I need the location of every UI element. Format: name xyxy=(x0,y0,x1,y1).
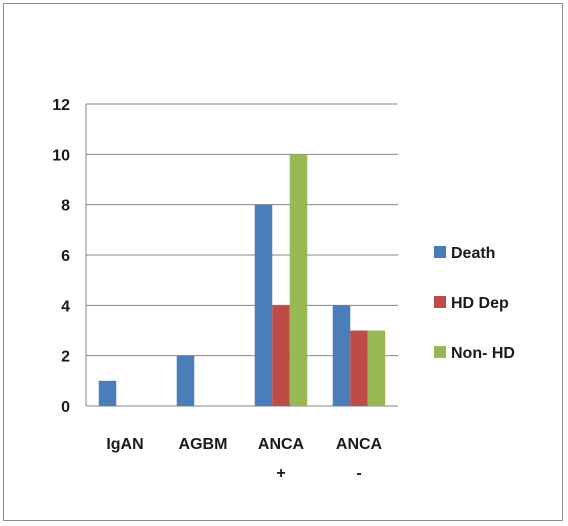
bar-death-3 xyxy=(332,305,351,406)
chart-frame xyxy=(3,3,563,521)
bar-non-hd-3 xyxy=(367,330,386,406)
legend-label: HD Dep xyxy=(451,295,509,312)
legend-label: Death xyxy=(451,245,495,262)
y-tick-label: 0 xyxy=(61,399,70,416)
bar-hd-dep-3 xyxy=(350,330,368,406)
bar-hd-dep-2 xyxy=(272,305,290,406)
x-category-label: ANCA xyxy=(258,436,305,453)
x-category-label: - xyxy=(356,465,361,482)
x-category-label: ANCA xyxy=(336,436,383,453)
bar-death-1 xyxy=(176,355,195,406)
legend-swatch xyxy=(434,296,446,308)
legend-swatch xyxy=(434,246,446,258)
y-tick-label: 6 xyxy=(61,248,70,265)
y-axis-ticks: 0 2 4 6 8 10 12 xyxy=(52,97,70,416)
y-tick-label: 2 xyxy=(61,349,70,366)
bar-non-hd-2 xyxy=(289,154,308,406)
x-category-label: AGBM xyxy=(179,436,228,453)
y-tick-label: 10 xyxy=(52,147,70,164)
legend-label: Non- HD xyxy=(451,345,515,362)
bars xyxy=(98,154,386,406)
x-category-label: IgAN xyxy=(106,436,143,453)
bar-death-0 xyxy=(98,380,117,406)
y-tick-label: 4 xyxy=(61,298,70,315)
legend-swatch xyxy=(434,346,446,358)
legend: Death HD Dep Non- HD xyxy=(434,245,515,362)
x-category-label: + xyxy=(276,465,285,482)
y-tick-label: 12 xyxy=(52,97,70,114)
x-axis-labels: IgAN AGBM ANCA + ANCA - xyxy=(106,436,382,482)
bar-death-2 xyxy=(254,204,273,406)
y-tick-label: 8 xyxy=(61,198,70,215)
